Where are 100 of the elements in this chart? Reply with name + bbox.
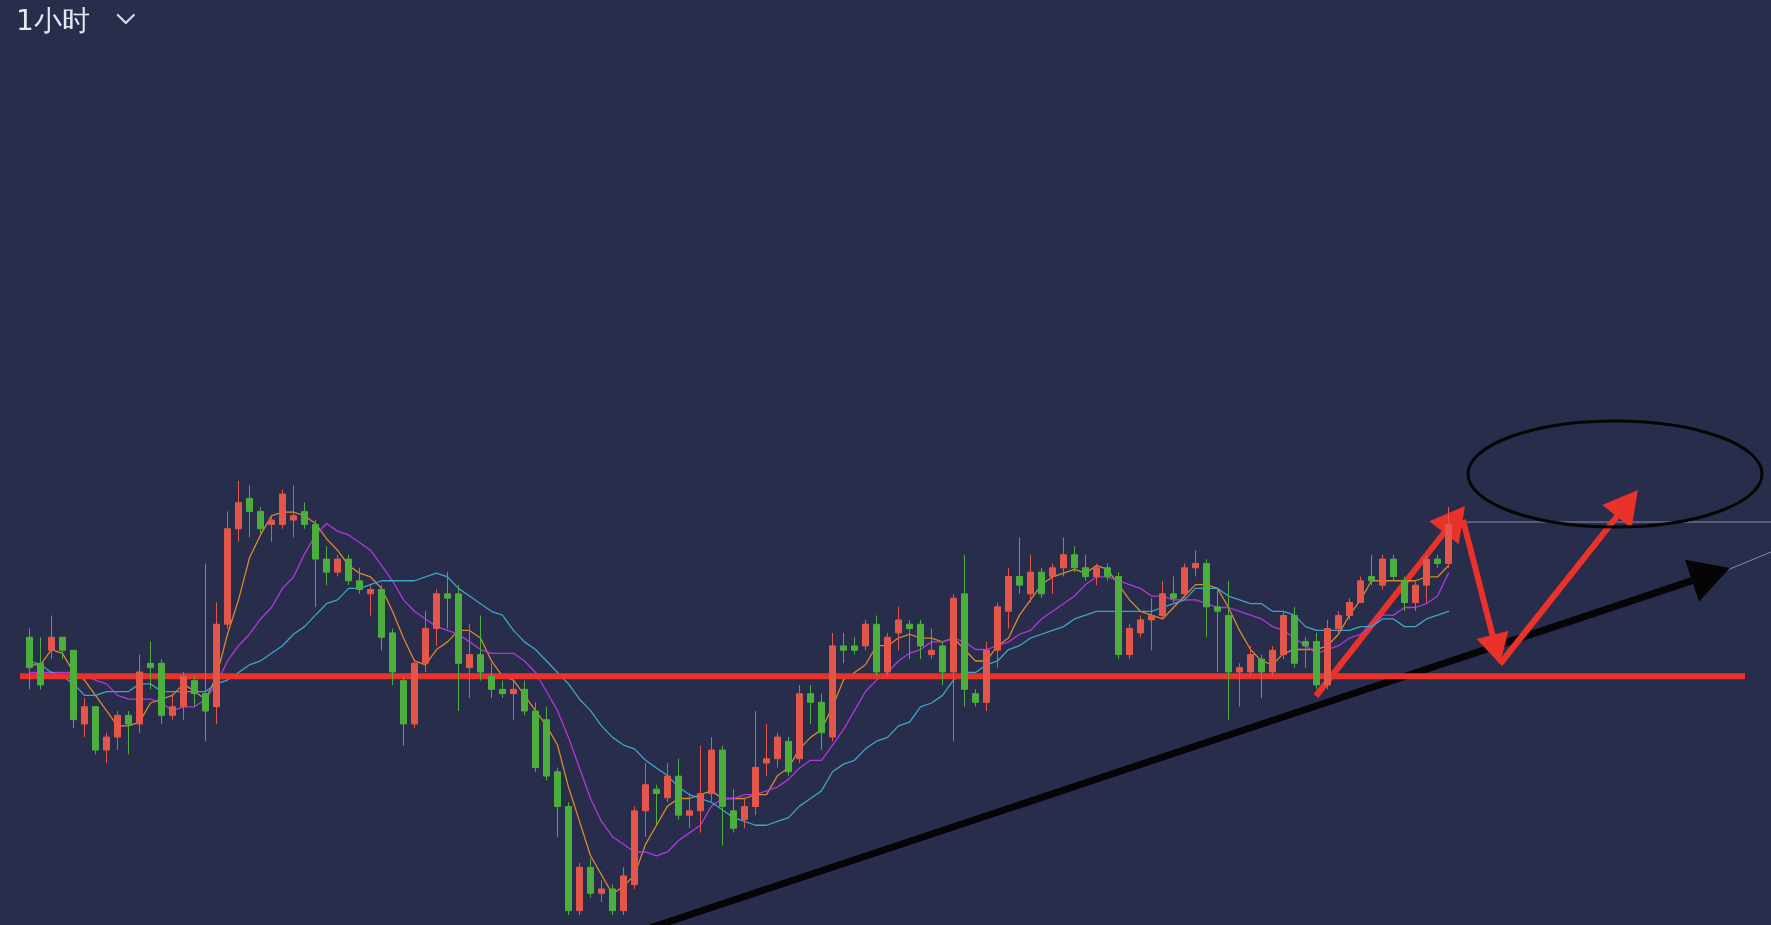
candlestick (37, 636, 44, 690)
candlestick (1082, 554, 1089, 582)
candlestick (1291, 606, 1298, 669)
candlestick (719, 745, 726, 847)
candlestick (1423, 554, 1430, 604)
candlestick (983, 641, 990, 712)
candlestick (576, 862, 583, 916)
candlestick (1126, 623, 1133, 660)
candlestick (939, 641, 946, 686)
candlestick (642, 762, 649, 838)
candlestick (1258, 654, 1265, 699)
candlestick (1093, 562, 1100, 586)
candlestick (246, 484, 253, 538)
candlestick (1203, 558, 1210, 638)
candlestick (180, 671, 187, 721)
candlestick (1038, 567, 1045, 599)
candlestick (950, 593, 957, 742)
candlestick (125, 710, 132, 755)
candlestick (268, 515, 275, 543)
candlestick (488, 662, 495, 699)
candlestick (1302, 636, 1309, 669)
candlestick (994, 602, 1001, 669)
candlestick (1181, 562, 1188, 599)
candlestick (323, 545, 330, 586)
candlestick (884, 632, 891, 677)
candlestick (697, 745, 704, 834)
candlestick (279, 489, 286, 530)
candlestick (917, 619, 924, 660)
candlestick (202, 562, 209, 742)
candlestick (763, 723, 770, 777)
candlestick (653, 784, 660, 825)
candlestick (1247, 645, 1254, 677)
candlestick (345, 554, 352, 586)
candlestick (609, 884, 616, 916)
candlestick (851, 636, 858, 656)
candlestick (92, 706, 99, 755)
candlestick (136, 654, 143, 734)
candlestick (169, 693, 176, 721)
candlestick (1379, 554, 1386, 590)
candlestick (1214, 589, 1221, 673)
candlestick (70, 649, 77, 729)
candlestick (1401, 575, 1408, 612)
candlestick (48, 615, 55, 660)
candlestick (1445, 506, 1452, 569)
candlestick (521, 680, 528, 716)
candlestick (1335, 610, 1342, 634)
candlestick (26, 628, 33, 690)
candlestick (774, 732, 781, 768)
candlestick (1225, 580, 1232, 721)
candlestick (752, 710, 759, 816)
candlestick (411, 658, 418, 729)
candlestick (257, 506, 264, 534)
candlestick (807, 684, 814, 725)
candlestick (1071, 545, 1078, 573)
candlestick (829, 632, 836, 742)
candlestick (301, 502, 308, 530)
candlestick (1434, 554, 1441, 569)
candlestick (543, 706, 550, 781)
candlestick (466, 623, 473, 699)
candlestick (1137, 615, 1144, 638)
candlestick (367, 584, 374, 617)
candlestick (81, 697, 88, 738)
candlestick (664, 762, 671, 803)
candlestick (620, 866, 627, 916)
candlestick (147, 641, 154, 690)
chart-title: 1小时 (16, 3, 90, 39)
candlestick (1324, 619, 1331, 690)
candlestick (1368, 554, 1375, 586)
candlestick (312, 519, 319, 608)
candlestick (1016, 536, 1023, 595)
candlestick (895, 606, 902, 651)
candlestick (1060, 536, 1067, 577)
candlestick (191, 675, 198, 708)
candlestick (378, 584, 385, 651)
candlestick (400, 675, 407, 747)
candlestick (389, 628, 396, 686)
candlestick (1159, 580, 1166, 621)
candlestick (631, 806, 638, 890)
candlestick (510, 680, 517, 721)
candlestick (1104, 562, 1111, 582)
candlestick (1148, 597, 1155, 651)
candlestick (862, 619, 869, 651)
candlestick (1049, 562, 1056, 595)
candlestick (158, 658, 165, 725)
candlestick (675, 758, 682, 821)
candlestick (906, 619, 913, 660)
candlestick (356, 567, 363, 595)
candlestick (1236, 662, 1243, 708)
candlestick (1390, 554, 1397, 582)
candlestick (59, 636, 66, 660)
candlestick (554, 766, 561, 838)
candlestick (499, 680, 506, 699)
candlestick (1170, 575, 1177, 604)
candlestick (796, 684, 803, 764)
candlestick (290, 484, 297, 538)
candlestick (873, 615, 880, 677)
candlestick (532, 701, 539, 773)
candlestick (422, 610, 429, 673)
candlestick (213, 602, 220, 725)
candlestick (961, 554, 968, 708)
